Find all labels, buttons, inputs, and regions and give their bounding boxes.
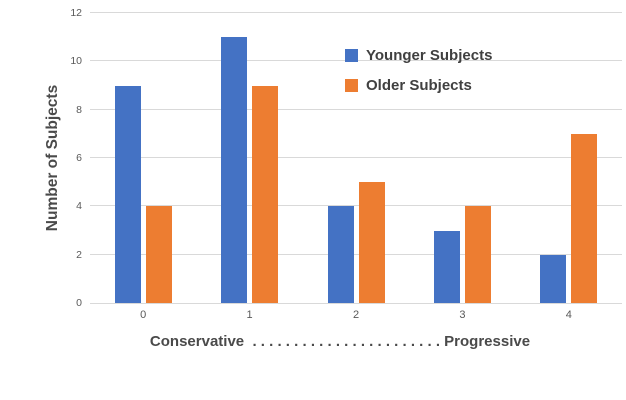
y-tick-label-2: 2 bbox=[76, 248, 82, 261]
plot-area bbox=[90, 12, 622, 304]
bar-older-subjects-cat-3 bbox=[464, 206, 491, 303]
gridline-y-12 bbox=[90, 12, 622, 13]
legend-swatch-older-subjects bbox=[345, 79, 358, 92]
legend-swatch-younger-subjects bbox=[345, 49, 358, 62]
gridline-y-2 bbox=[90, 253, 622, 255]
bar-older-subjects-cat-4 bbox=[571, 133, 598, 303]
bar-younger-subjects-cat-4 bbox=[540, 254, 567, 303]
y-tick-label-6: 6 bbox=[76, 152, 82, 164]
bar-younger-subjects-cat-0 bbox=[114, 85, 141, 303]
gridline-y-4 bbox=[90, 205, 622, 207]
bar-older-subjects-cat-0 bbox=[145, 206, 172, 303]
legend-item-older-subjects: Older Subjects bbox=[345, 75, 492, 96]
x-tick-label-1: 1 bbox=[246, 309, 253, 321]
bar-younger-subjects-cat-2 bbox=[327, 206, 354, 303]
gridline-y-8 bbox=[90, 108, 622, 110]
bar-younger-subjects-cat-3 bbox=[433, 230, 460, 303]
x-tick-label-0: 0 bbox=[140, 309, 147, 321]
legend-label-younger-subjects: Younger Subjects bbox=[366, 47, 493, 64]
bar-older-subjects-cat-1 bbox=[252, 85, 279, 303]
x-tick-label-4: 4 bbox=[565, 309, 572, 321]
y-tick-label-0: 0 bbox=[76, 297, 82, 309]
bar-older-subjects-cat-2 bbox=[358, 182, 385, 303]
x-axis-line bbox=[90, 303, 622, 304]
y-tick-label-4: 4 bbox=[76, 200, 82, 213]
y-tick-label-8: 8 bbox=[76, 103, 82, 116]
y-tick-label-10: 10 bbox=[70, 55, 82, 68]
x-tick-label-2: 2 bbox=[352, 309, 360, 321]
x-axis-title: Conservative . . . . . . . . . . . . . .… bbox=[149, 333, 531, 350]
gridline-y-6 bbox=[90, 157, 622, 158]
x-tick-label-3: 3 bbox=[459, 309, 466, 321]
legend-label-older-subjects: Older Subjects bbox=[366, 77, 472, 94]
legend: Younger Subjects Older Subjects bbox=[345, 45, 492, 105]
legend-item-younger-subjects: Younger Subjects bbox=[345, 45, 492, 66]
y-tick-label-12: 12 bbox=[70, 7, 82, 19]
bar-younger-subjects-cat-1 bbox=[221, 37, 248, 303]
